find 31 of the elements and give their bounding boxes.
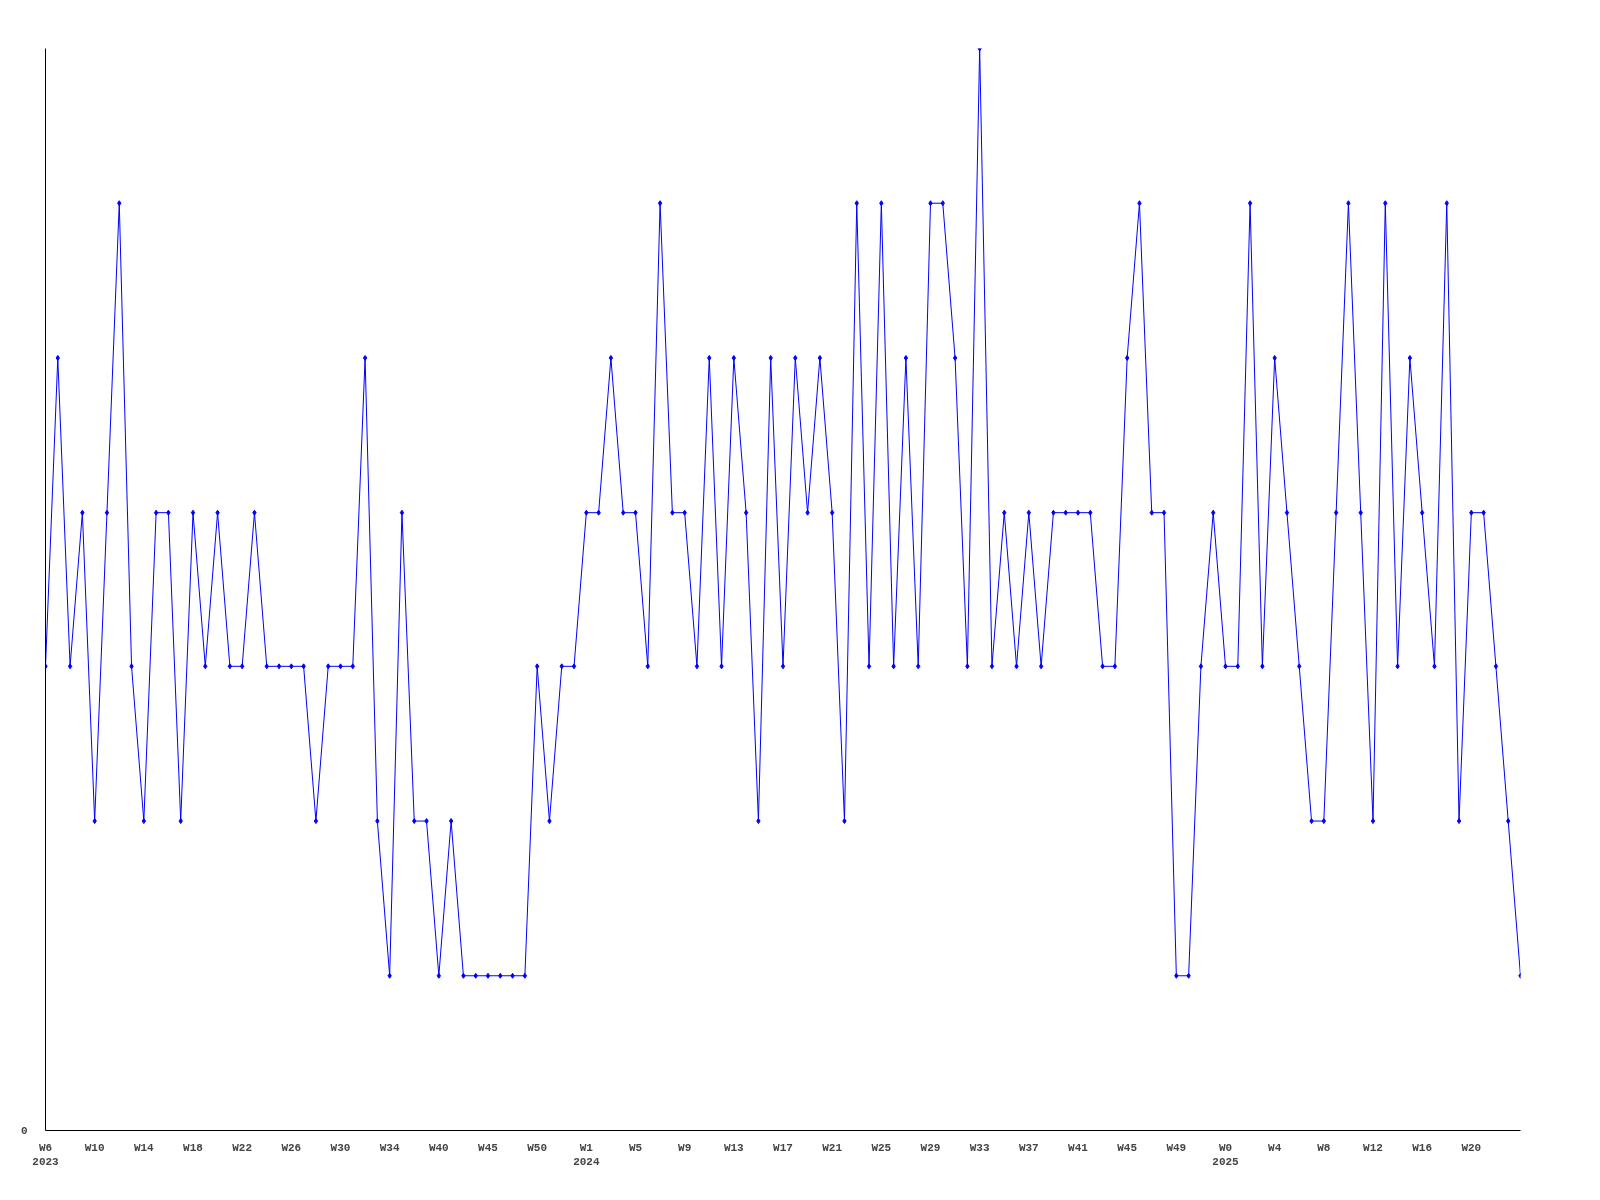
x-tick-label: W40 [428,1141,449,1154]
x-tick-label: W41 [1068,1141,1089,1154]
x-tick-label: W1 2024 [573,1141,600,1168]
x-tick-label: W30 [330,1141,351,1154]
x-tick-label: W45 [1117,1141,1138,1154]
x-tick-label: W26 [281,1141,302,1154]
x-tick-label: W34 [379,1141,400,1154]
x-tick-label: W6 2023 [32,1141,60,1168]
x-tick-label: W5 [628,1141,643,1154]
x-tick-label: W29 [920,1141,941,1154]
x-tick-label: W21 [822,1141,843,1154]
x-tick-label: W45 [478,1141,499,1154]
x-tick-label: W16 [1412,1141,1433,1154]
x-tick-label: W14 [133,1141,155,1154]
x-tick-label: W9 [678,1141,692,1154]
x-tick-label: W33 [969,1141,990,1154]
x-tick-label: W37 [1018,1141,1039,1154]
x-tick-label: W10 [84,1141,105,1154]
x-tick-label: W18 [183,1141,204,1154]
x-tick-label: W0 2025 [1212,1141,1240,1168]
x-tick-label: W25 [871,1141,892,1154]
x-tick-label: W12 [1363,1141,1383,1154]
text: 0 [20,1125,28,1137]
x-tick-label: W4 [1268,1141,1282,1154]
x-tick-label: W17 [773,1141,793,1154]
x-tick-label: W20 [1461,1141,1482,1154]
x-tick-label: W8 [1317,1141,1331,1154]
x-tick-label: W22 [232,1141,253,1154]
x-tick-label: W50 [527,1141,548,1154]
x-tick-label: W49 [1166,1141,1187,1154]
x-tick-label: W13 [723,1141,745,1154]
